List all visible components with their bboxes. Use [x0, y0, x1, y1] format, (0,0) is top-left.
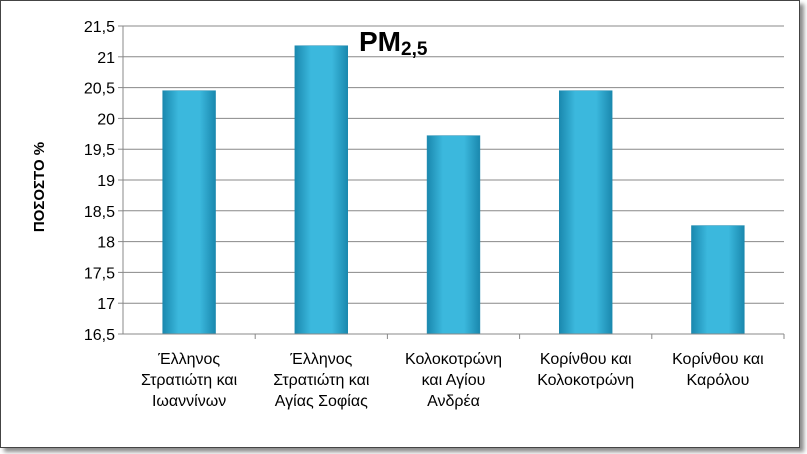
- chart-title-main: PM: [359, 26, 401, 57]
- y-tick-label: 20,5: [84, 81, 115, 98]
- bar: [294, 45, 348, 335]
- x-tick-label-line: Στρατιώτη και: [273, 372, 370, 389]
- y-tick-label: 21: [97, 50, 115, 67]
- axes: [118, 25, 785, 339]
- x-tick-label-line: Έλληνος: [157, 351, 220, 368]
- y-tick-label: 18: [97, 235, 115, 252]
- x-tick-label-line: και Αγίου: [422, 372, 486, 389]
- y-tick-label: 20: [97, 111, 115, 128]
- y-tick-label: 21,5: [84, 19, 115, 36]
- y-tick-label: 17: [97, 296, 115, 313]
- x-tick-label-line: Κολοκοτρώνη: [537, 372, 634, 389]
- y-axis-label: ΠΟΣΟΣΤΟ %: [31, 142, 48, 232]
- x-tick-label: Κολοκοτρώνη και Αγίου Ανδρέα: [405, 351, 502, 410]
- x-tick-label-line: Στρατιώτη και: [141, 372, 238, 389]
- x-tick-label-line: Ανδρέα: [427, 393, 480, 410]
- bar: [691, 225, 745, 335]
- x-tick-label-line: Καρόλου: [686, 372, 749, 389]
- x-tick-label: Κορίνθου και Καρόλου: [672, 351, 764, 389]
- x-tick-label: Κορίνθου και Κολοκοτρώνη: [537, 351, 634, 389]
- x-tick-label-line: Ιωαννίνων: [152, 393, 226, 410]
- bar: [559, 90, 613, 335]
- y-tick-labels: 16,5 17 17,5 18 18,5 19 19,5 20 20,5 21 21,5: [84, 19, 115, 344]
- y-tick-label: 16,5: [84, 327, 115, 344]
- x-tick-label-line: Κορίνθου και: [540, 351, 632, 368]
- bar: [162, 90, 216, 335]
- x-tick-label: Έλληνος Στρατιώτη και Ιωαννίνων: [141, 351, 238, 410]
- x-tick-label-line: Έλληνος: [289, 351, 352, 368]
- bars: [162, 45, 745, 335]
- chart-area: 16,5 17 17,5 18 18,5 19 19,5 20 20,5 21 21,5 Έλλην…: [31, 19, 785, 410]
- x-tick-label: Έλληνος Στρατιώτη και Αγίας Σοφίας: [273, 351, 370, 410]
- x-tick-label-line: Κολοκοτρώνη: [405, 351, 502, 368]
- x-tick-label-line: Αγίας Σοφίας: [275, 393, 368, 410]
- y-tick-label: 17,5: [84, 265, 115, 282]
- chart-title: PM2,5: [359, 26, 428, 60]
- bar: [426, 135, 481, 335]
- chart-title-subscript: 2,5: [401, 39, 428, 60]
- x-tick-label-line: Κορίνθου και: [672, 351, 764, 368]
- y-tick-label: 19: [97, 173, 115, 190]
- y-tick-label: 19,5: [84, 142, 115, 159]
- chart-frame: 16,5 17 17,5 18 18,5 19 19,5 20 20,5 21 21,5 Έλλην…: [0, 0, 800, 448]
- x-tick-labels: Έλληνος Στρατιώτη και Ιωαννίνων Έλληνος Στρα…: [141, 351, 764, 410]
- y-tick-label: 18,5: [84, 204, 115, 221]
